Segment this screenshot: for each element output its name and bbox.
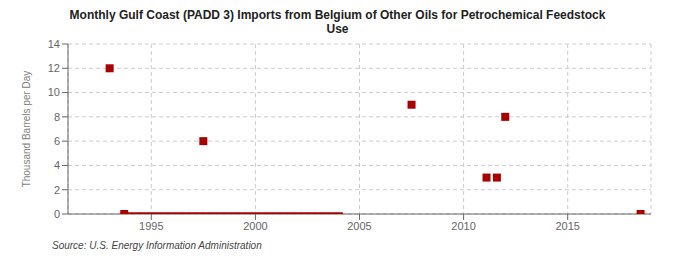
svg-text:Thousand Barrels per Day: Thousand Barrels per Day (21, 71, 32, 188)
svg-text:2015: 2015 (555, 220, 579, 232)
svg-text:1995: 1995 (139, 220, 163, 232)
svg-text:2: 2 (54, 184, 60, 196)
html-text:Source: U.S. Energy Informatio: Source: U.S. Energy Information Administ… (52, 240, 262, 251)
svg-text:10: 10 (48, 86, 60, 98)
svg-text:4: 4 (54, 159, 60, 171)
svg-text:6: 6 (54, 135, 60, 147)
svg-text:0: 0 (54, 208, 60, 220)
svg-text:14: 14 (48, 38, 60, 50)
svg-text:12: 12 (48, 62, 60, 74)
svg-text:2005: 2005 (347, 220, 371, 232)
html-text:Use: Use (326, 22, 349, 36)
svg-text:2010: 2010 (451, 220, 475, 232)
svg-text:2000: 2000 (243, 220, 267, 232)
html-text:Monthly Gulf Coast (PADD 3) Im: Monthly Gulf Coast (PADD 3) Imports from… (69, 8, 606, 22)
svg-text:8: 8 (54, 111, 60, 123)
